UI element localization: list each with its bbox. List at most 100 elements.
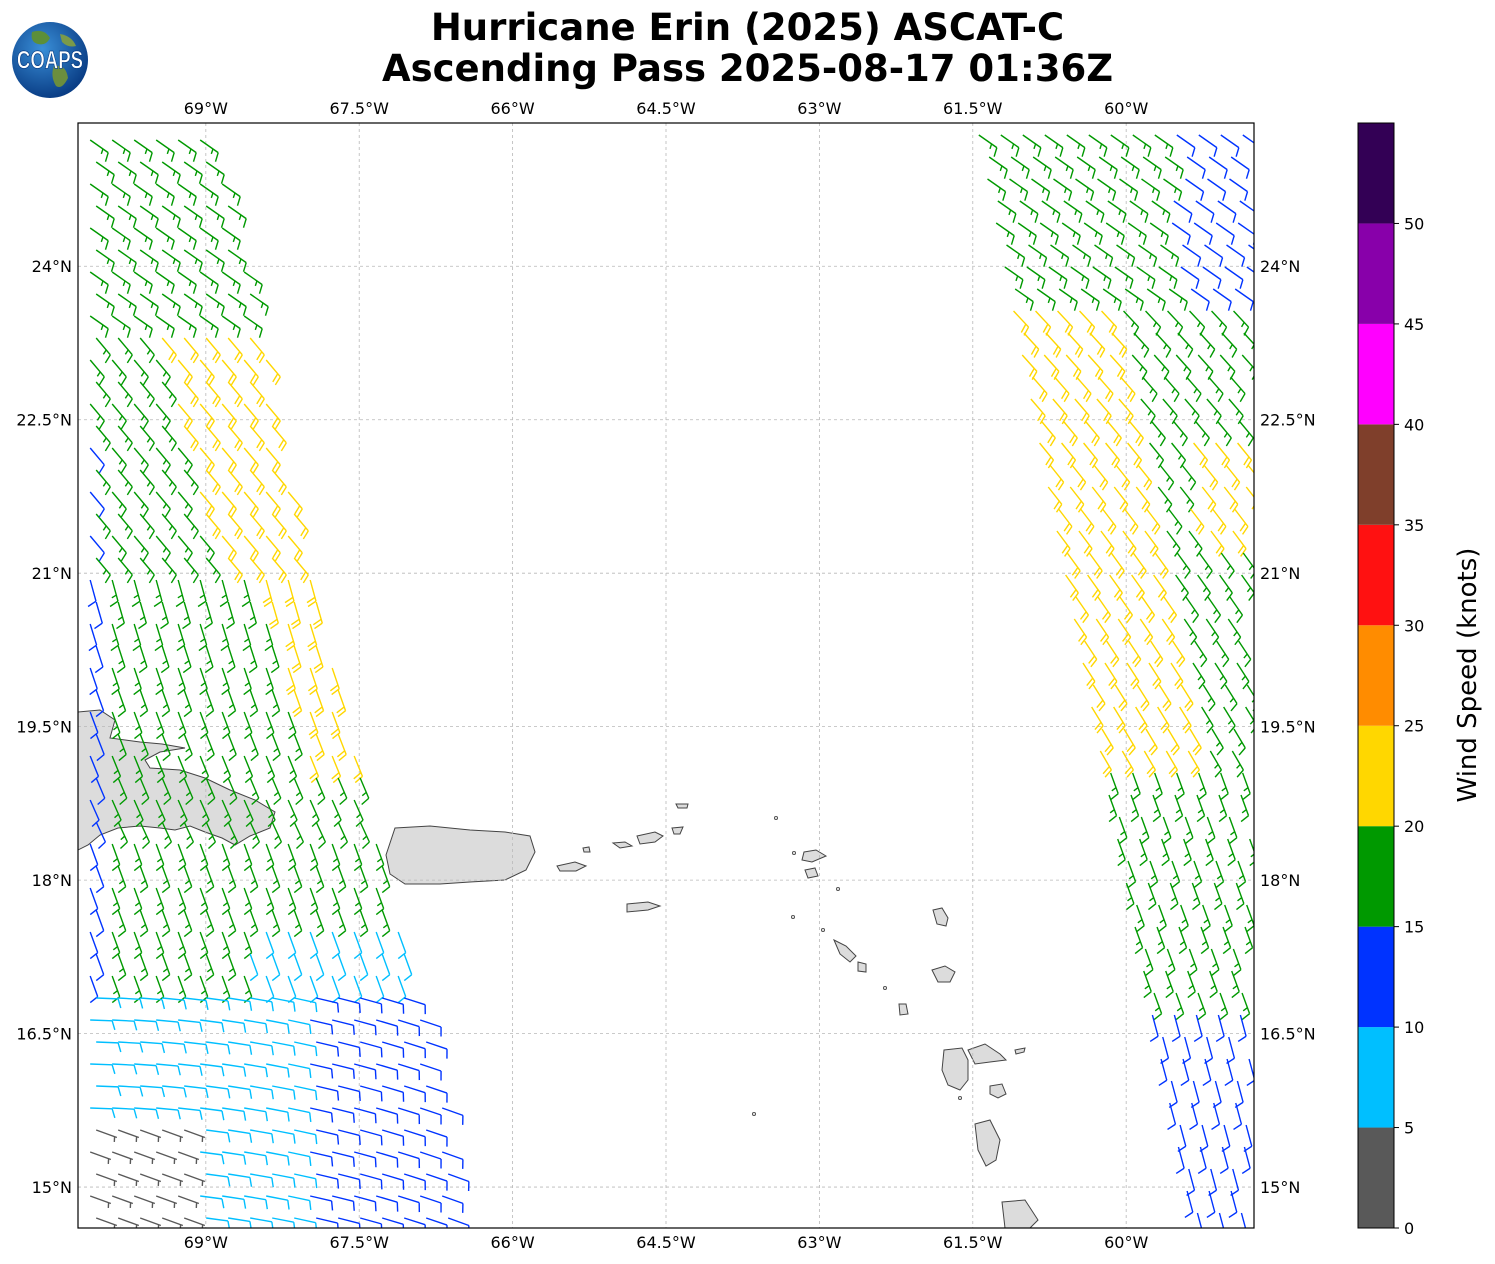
wind-barb — [271, 557, 287, 584]
wind-barb — [1061, 442, 1077, 469]
colorbar-tick-label: 15 — [1404, 918, 1424, 937]
wind-barb — [89, 271, 109, 294]
wind-barb — [111, 799, 122, 828]
wind-barb — [205, 293, 225, 316]
wind-barb — [337, 909, 347, 938]
lon-tick-label-bottom: 64.5°W — [636, 1233, 696, 1252]
wind-barb — [249, 689, 259, 718]
wind-barb — [1183, 838, 1192, 867]
wind-barb — [353, 1195, 377, 1212]
wind-barb — [1241, 354, 1254, 380]
wind-barb — [205, 469, 221, 496]
wind-barb — [96, 997, 122, 1009]
wind-barb — [221, 711, 231, 740]
wind-barb — [293, 513, 309, 540]
wind-barb — [1093, 464, 1109, 491]
wind-barb — [89, 667, 98, 696]
wind-barb — [117, 337, 133, 364]
wind-barb — [290, 601, 301, 630]
wind-barb — [1228, 816, 1238, 845]
colorbar-bin — [1358, 1027, 1394, 1128]
wind-barb — [244, 1063, 268, 1078]
wind-barb — [265, 711, 275, 740]
wind-barb — [94, 601, 103, 630]
wind-barb — [309, 931, 319, 960]
wind-barb — [132, 623, 142, 652]
wind-barb — [337, 777, 348, 806]
wind-barb — [133, 447, 149, 474]
wind-barb — [1191, 882, 1201, 911]
wind-barb — [1094, 244, 1114, 267]
wind-barb — [1238, 640, 1252, 668]
wind-barb — [228, 1085, 253, 1099]
wind-barb — [338, 1085, 361, 1101]
wind-barb — [1039, 222, 1059, 245]
wind-barb — [1176, 134, 1196, 157]
wind-barb — [221, 359, 237, 386]
wind-barbs-layer — [87, 134, 1254, 1228]
wind-barb — [221, 799, 232, 828]
wind-barb — [997, 200, 1017, 223]
wind-barb — [199, 799, 210, 828]
wind-barb — [1080, 288, 1100, 311]
wind-barb — [353, 1151, 377, 1168]
wind-barb — [1143, 970, 1152, 999]
colorbar-bin — [1358, 524, 1394, 626]
wind-barb — [1161, 618, 1176, 646]
wind-barb — [265, 799, 276, 828]
wind-barb — [155, 711, 165, 740]
wind-barb — [315, 865, 325, 894]
wind-barb — [205, 777, 216, 806]
wind-barb — [1145, 728, 1158, 756]
lat-tick-label-right: 15°N — [1260, 1178, 1300, 1197]
wind-barb — [1154, 772, 1163, 801]
wind-barb — [243, 535, 259, 562]
wind-barb — [133, 931, 143, 960]
wind-barb — [222, 1107, 247, 1121]
wind-barb — [1149, 442, 1165, 469]
wind-barb — [89, 139, 109, 162]
wind-barb — [117, 557, 133, 584]
wind-barb — [1110, 772, 1119, 801]
wind-barb — [1179, 486, 1195, 513]
wind-barb — [227, 821, 239, 849]
wind-barb — [89, 887, 99, 916]
wind-barb — [94, 645, 104, 674]
wind-barb — [205, 733, 215, 762]
wind-barb — [1166, 948, 1176, 977]
land-dominica — [974, 1119, 1001, 1167]
wind-barb — [1182, 244, 1202, 267]
wind-barb — [177, 403, 193, 430]
wind-barb — [978, 134, 998, 157]
wind-barb — [161, 733, 171, 762]
wind-barb — [1223, 486, 1239, 513]
wind-barb — [1076, 376, 1092, 403]
wind-barb — [1128, 640, 1142, 668]
wind-barb — [1139, 618, 1154, 646]
wind-barb — [1032, 376, 1048, 403]
colorbar-bin — [1358, 1127, 1394, 1228]
wind-barb — [316, 1085, 340, 1101]
wind-barb — [1142, 376, 1158, 403]
wind-barb — [337, 865, 347, 894]
wind-barb — [287, 799, 298, 828]
land-martinique — [1001, 1199, 1039, 1228]
lon-tick-label-top: 66°W — [491, 99, 535, 118]
wind-barb — [139, 909, 149, 938]
wind-barb — [244, 1195, 268, 1210]
wind-barb — [177, 271, 197, 294]
lon-tick-label-bottom: 61.5°W — [943, 1233, 1003, 1252]
wind-barb — [131, 579, 141, 608]
wind-barb — [1067, 332, 1084, 358]
wind-barb — [226, 601, 235, 630]
wind-barb — [243, 931, 253, 960]
wind-barb — [265, 667, 274, 696]
wind-barb — [1238, 420, 1254, 447]
wind-barb — [227, 293, 247, 316]
wind-barb — [200, 1019, 225, 1033]
wind-barb — [1133, 332, 1150, 358]
wind-barb — [1216, 640, 1230, 668]
wind-barb — [1176, 772, 1185, 801]
wind-barb — [250, 1217, 274, 1228]
wind-barb — [271, 469, 287, 496]
